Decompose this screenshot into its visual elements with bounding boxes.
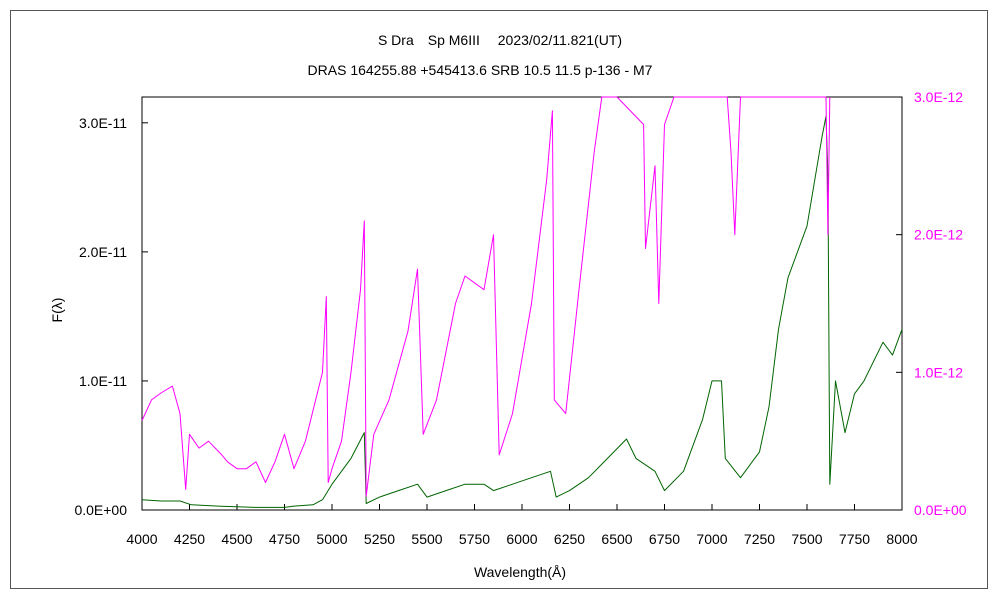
x-tick-label: 5250: [364, 531, 395, 547]
x-tick-label: 7750: [839, 531, 870, 547]
series-line-right-axis: [141, 96, 831, 497]
y-left-tick-label: 3.0E-11: [79, 115, 127, 131]
x-tick-label: 5000: [316, 531, 347, 547]
y-right-tick-label: 2.0E-12: [914, 227, 963, 243]
x-tick-label: 4500: [221, 531, 252, 547]
x-tick-label: 6750: [649, 531, 680, 547]
y-left-tick-label: 0.0E+00: [74, 502, 127, 518]
x-tick-label: 7250: [744, 531, 775, 547]
x-tick-label: 4750: [269, 531, 300, 547]
x-tick-label: 4000: [126, 531, 157, 547]
x-tick-label: 8000: [886, 531, 917, 547]
chart-frame: [10, 10, 988, 589]
x-tick-label: 6000: [506, 531, 537, 547]
axis-ticks: 4000 4250 4500 4750 5000 5250 5500 5750 6000 6250…: [74, 89, 966, 547]
y-axis-label: F(λ): [49, 298, 65, 323]
chart-title: S Dra Sp M6III 2023/02/11.821(UT): [378, 32, 622, 48]
y-left-tick-label: 2.0E-11: [79, 244, 127, 260]
series-line-left-axis: [141, 115, 903, 508]
x-tick-label: 5750: [459, 531, 490, 547]
chart-subtitle: DRAS 164255.88 +545413.6 SRB 10.5 11.5 p…: [308, 62, 653, 78]
x-axis-label: Wavelength(Å): [474, 564, 566, 580]
y-left-tick-label: 1.0E-11: [79, 373, 127, 389]
series-group: [141, 96, 903, 508]
x-tick-label: 5500: [411, 531, 442, 547]
y-right-tick-label: 1.0E-12: [914, 364, 963, 380]
plot-area: [141, 96, 903, 511]
y-right-tick-label: 3.0E-12: [914, 89, 963, 105]
x-tick-label: 7000: [696, 531, 727, 547]
x-tick-label: 6250: [554, 531, 585, 547]
x-tick-label: 6500: [601, 531, 632, 547]
x-tick-label: 4250: [174, 531, 205, 547]
x-tick-label: 7500: [791, 531, 822, 547]
y-right-tick-label: 0.0E+00: [914, 502, 967, 518]
